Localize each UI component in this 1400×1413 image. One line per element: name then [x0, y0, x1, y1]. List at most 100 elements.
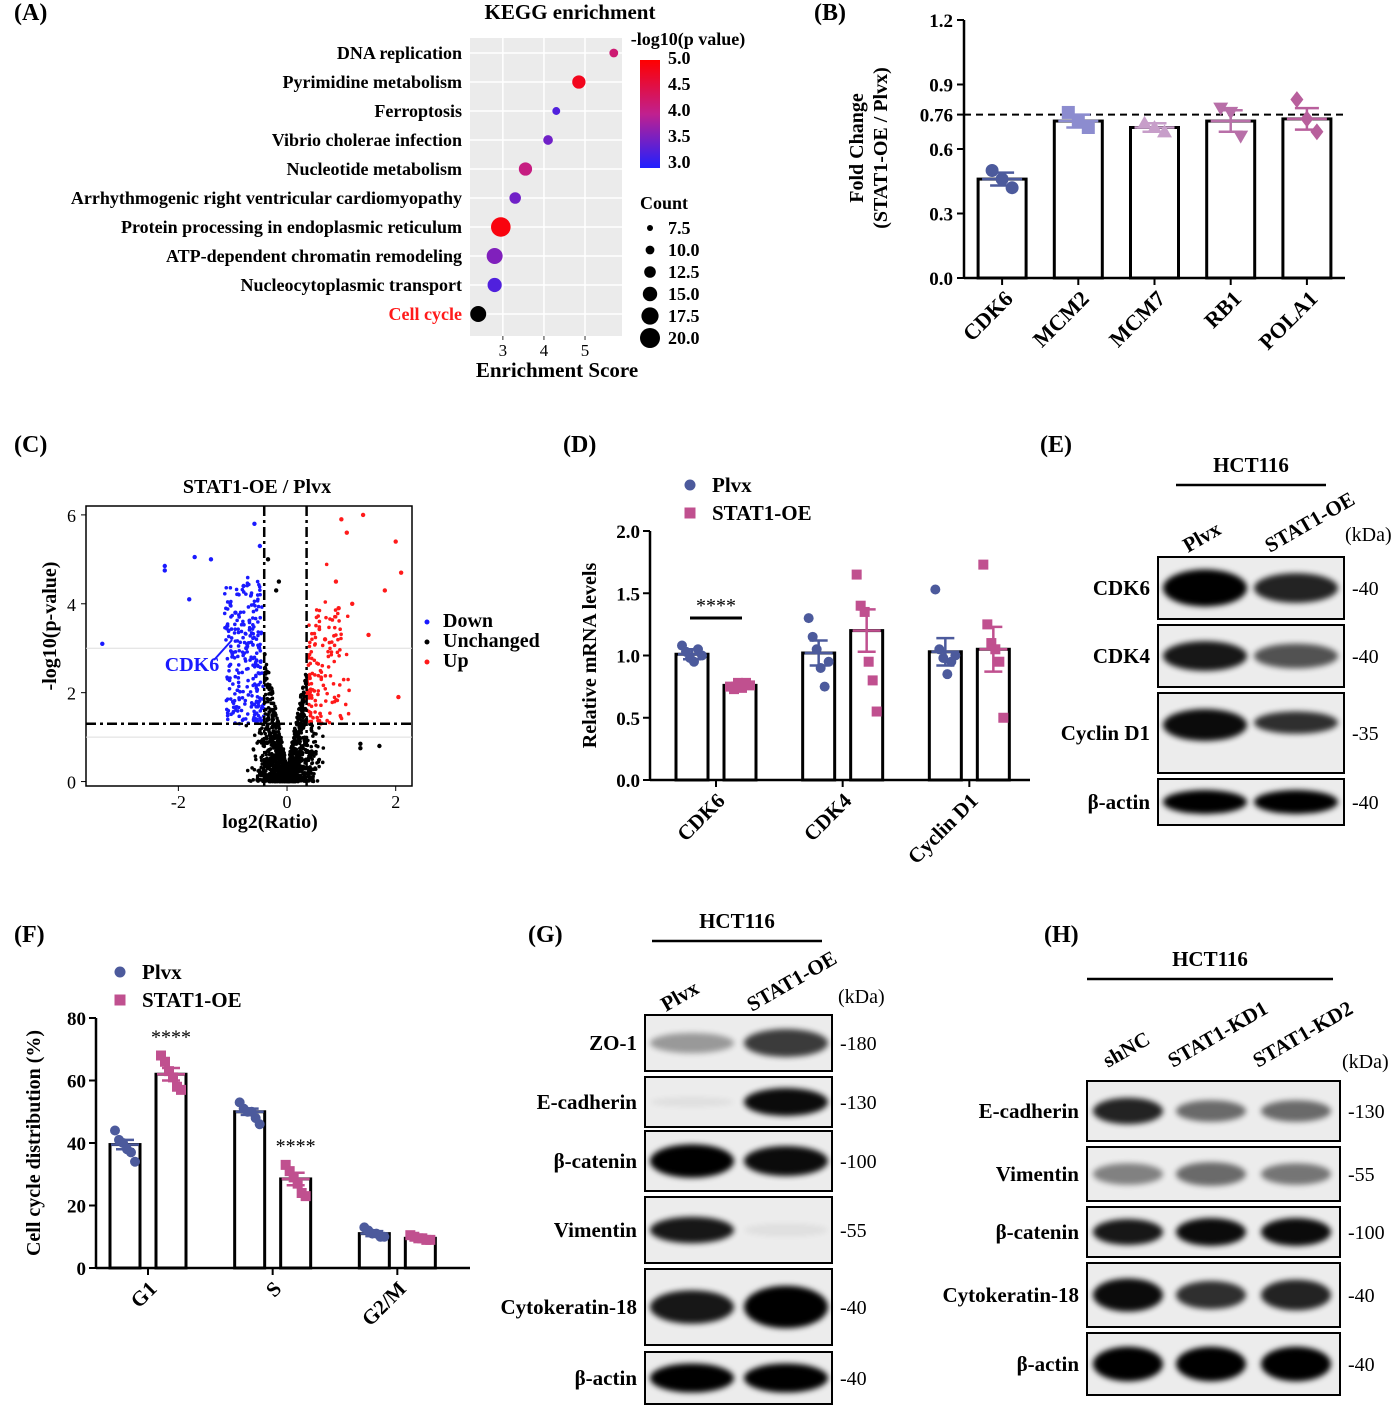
protein-band: [650, 1290, 734, 1324]
gene-point: [296, 736, 301, 741]
gene-point: [300, 735, 305, 740]
kda-label: -55: [840, 1220, 867, 1242]
gene-point: [318, 711, 322, 716]
x-tick-label: MCM2: [1028, 286, 1094, 352]
y-tick-label: 40: [67, 1134, 86, 1155]
gene-point: [229, 712, 233, 717]
gene-point: [307, 672, 312, 677]
gene-point: [238, 689, 242, 694]
gene-point: [358, 746, 363, 751]
data-point: [1081, 121, 1095, 134]
x-tick-group: CDK4: [799, 788, 857, 846]
gene-point: [323, 674, 328, 678]
x-tick-group: RB1: [1199, 286, 1246, 333]
protein-label: β-catenin: [996, 1220, 1080, 1244]
gene-point: [309, 656, 314, 661]
gene-point: [233, 639, 238, 643]
protein-band: [650, 1097, 734, 1107]
data-point: [859, 606, 870, 617]
protein-label: CDK6: [1093, 576, 1150, 600]
gene-point: [267, 776, 272, 780]
gene-point: [316, 744, 320, 749]
data-point: [1137, 115, 1152, 129]
gene-point: [366, 632, 371, 638]
kda-label: -40: [840, 1297, 867, 1319]
data-point: [745, 680, 755, 691]
gene-point: [332, 643, 337, 648]
gene-point: [303, 747, 308, 752]
gene-point: [162, 563, 167, 569]
gene-point: [300, 703, 305, 708]
legend-dot: [424, 619, 430, 625]
bar: [1205, 119, 1257, 280]
significance-label: ****: [276, 1136, 316, 1158]
gene-point: [250, 693, 254, 698]
gene-point: [253, 682, 257, 687]
category-label: Pyrimidine metabolism: [283, 72, 462, 92]
gene-point: [324, 562, 329, 567]
kda-header: (kDa): [1345, 524, 1392, 546]
gene-point: [250, 616, 255, 620]
gene-point: [337, 619, 341, 623]
gene-point: [310, 637, 314, 642]
gene-point: [100, 641, 105, 646]
data-point: [986, 638, 997, 649]
x-tick-group: G1: [126, 1277, 162, 1313]
gene-point: [299, 718, 304, 723]
kda-label: -40: [1348, 1354, 1375, 1376]
gene-point: [262, 774, 266, 779]
gene-point: [257, 582, 261, 587]
y-tick-label: 0.76: [920, 106, 953, 127]
gene-point: [235, 705, 239, 709]
gene-point: [253, 616, 258, 621]
gene-point: [255, 695, 260, 699]
gene-point: [245, 712, 250, 716]
protein-band: [744, 1363, 828, 1393]
kda-label: -40: [1352, 578, 1379, 600]
gene-point: [243, 717, 248, 721]
gene-point: [233, 627, 237, 632]
gene-point: [257, 731, 262, 735]
gene-point: [328, 617, 332, 621]
gene-point: [238, 610, 243, 615]
gene-point: [256, 620, 260, 624]
gene-point: [243, 632, 248, 636]
gene-point: [294, 757, 298, 762]
x-tick-label: S: [261, 1277, 286, 1302]
protein-label: Cytokeratin-18: [943, 1283, 1079, 1307]
protein-band: [744, 1088, 828, 1116]
gene-point: [393, 539, 398, 544]
gene-point: [308, 755, 313, 760]
gene-point: [274, 766, 279, 771]
gene-point: [310, 761, 314, 766]
data-point: [300, 1191, 311, 1202]
gene-point: [317, 757, 322, 762]
data-point: [425, 1234, 436, 1245]
x-tick-label: 3: [499, 341, 508, 360]
legend-marker: [114, 966, 126, 978]
gene-point: [346, 711, 351, 716]
gene-point: [309, 681, 314, 686]
gene-point: [263, 670, 267, 675]
gene-point: [323, 686, 328, 691]
kda-label: -40: [1352, 646, 1379, 668]
gene-point: [294, 742, 299, 746]
gene-point: [280, 758, 284, 762]
gene-point: [232, 631, 237, 635]
gene-point: [226, 677, 231, 681]
gene-point: [337, 653, 341, 658]
panel-label-a: (A): [14, 0, 48, 26]
x-tick-label: Cyclin D1: [903, 789, 983, 869]
size-legend-value: 7.5: [668, 218, 691, 238]
gene-point: [273, 704, 277, 709]
kda-label: -35: [1352, 723, 1379, 745]
gene-point: [237, 714, 242, 719]
kda-label: -100: [1348, 1222, 1385, 1244]
gene-point: [260, 605, 264, 609]
kda-label: -130: [840, 1092, 877, 1114]
legend-marker: [684, 479, 696, 491]
gene-point: [271, 717, 276, 722]
gene-point: [258, 649, 263, 653]
gene-point: [270, 742, 275, 747]
gene-point: [278, 760, 282, 765]
